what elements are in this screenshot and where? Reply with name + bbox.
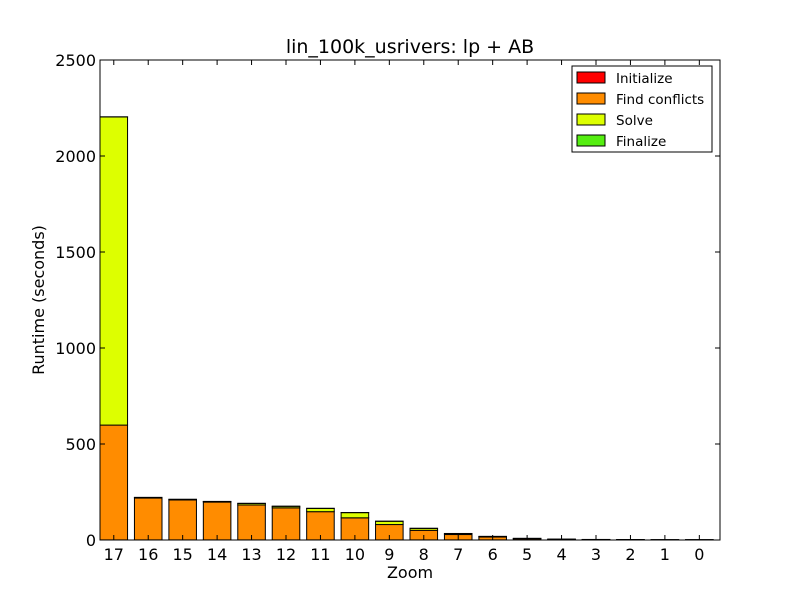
x-tick-label: 4 <box>556 545 566 564</box>
legend: Initialize Find conflicts Solve Finalize <box>571 65 713 153</box>
legend-label-initialize: Initialize <box>616 71 673 87</box>
legend-swatch-finalize <box>576 134 606 147</box>
x-tick-label: 8 <box>419 545 429 564</box>
x-tick-label: 5 <box>522 545 532 564</box>
y-tick-label: 500 <box>65 435 96 454</box>
y-tick-label: 1000 <box>55 339 96 358</box>
x-tick-label: 12 <box>276 545 296 564</box>
y-tick-label: 2500 <box>55 51 96 70</box>
y-tick-label: 2000 <box>55 147 96 166</box>
bar-find-conflicts-zoom-13 <box>237 504 266 541</box>
bar-find-conflicts-zoom-17 <box>99 424 129 541</box>
chart-title: lin_100k_usrivers: lp + AB <box>286 36 534 58</box>
x-tick-label: 10 <box>345 545 365 564</box>
x-tick-label: 3 <box>591 545 601 564</box>
legend-label-solve: Solve <box>616 113 653 129</box>
legend-swatch-solve <box>576 113 606 126</box>
x-tick-label: 1 <box>660 545 670 564</box>
bars-layer <box>99 116 714 541</box>
y-tick-label: 0 <box>86 531 96 550</box>
x-tick-label: 16 <box>138 545 158 564</box>
legend-swatch-initialize <box>576 71 606 84</box>
bar-find-conflicts-zoom-14 <box>202 501 232 541</box>
x-tick-label: 6 <box>488 545 498 564</box>
x-tick-label: 9 <box>384 545 394 564</box>
bar-find-conflicts-zoom-16 <box>133 497 163 541</box>
legend-label-find-conflicts: Find conflicts <box>616 92 704 108</box>
y-axis-title: Runtime (seconds) <box>29 225 48 375</box>
bar-solve-zoom-10 <box>340 512 370 519</box>
x-tick-label: 13 <box>241 545 261 564</box>
x-tick-label: 14 <box>207 545 227 564</box>
x-tick-label: 15 <box>172 545 192 564</box>
plot-frame <box>99 59 721 541</box>
x-tick-label: 7 <box>453 545 463 564</box>
bar-find-conflicts-zoom-15 <box>168 499 197 541</box>
bar-find-conflicts-zoom-12 <box>271 507 301 541</box>
legend-label-finalize: Finalize <box>616 134 666 150</box>
x-tick-label: 17 <box>104 545 124 564</box>
x-axis-title: Zoom <box>387 563 433 582</box>
x-tick-label: 0 <box>694 545 704 564</box>
x-tick-label: 2 <box>625 545 635 564</box>
legend-swatch-find-conflicts <box>576 92 606 105</box>
y-tick-label: 1500 <box>55 243 96 262</box>
x-tick-label: 11 <box>310 545 330 564</box>
bar-solve-zoom-17 <box>99 116 129 426</box>
